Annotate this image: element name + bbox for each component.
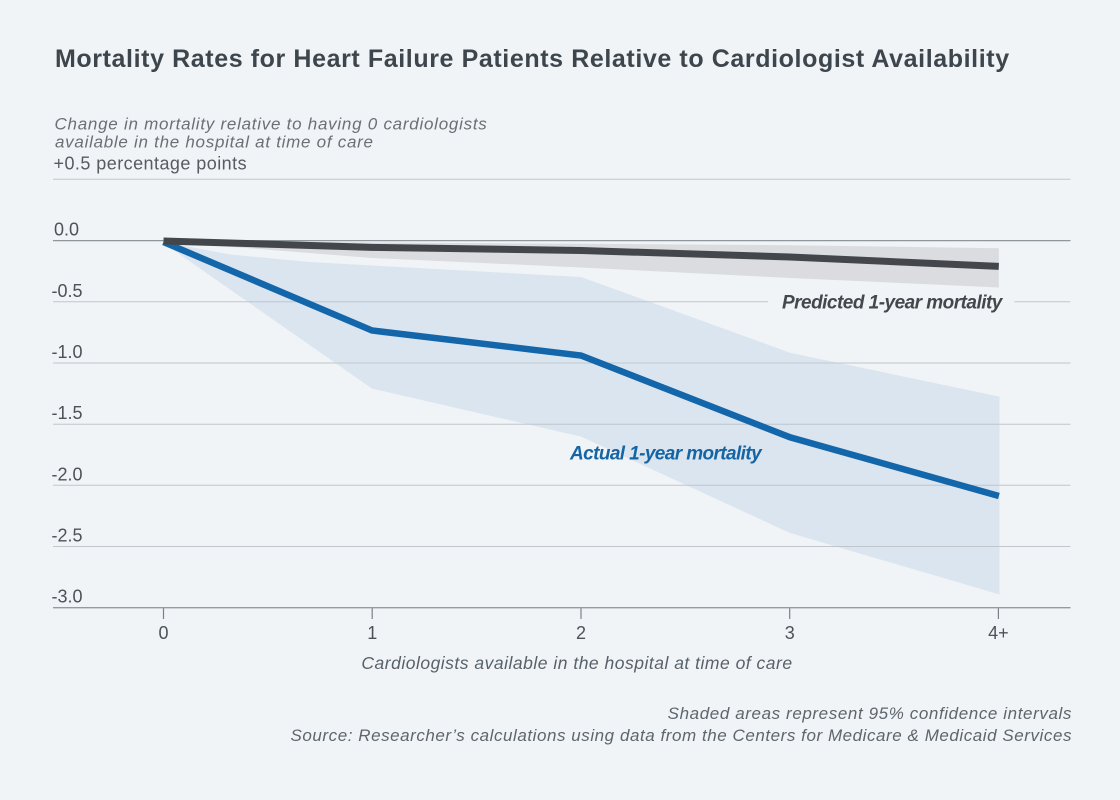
svg-text:Actual 1-year mortality: Actual 1-year mortality bbox=[569, 444, 763, 465]
svg-text:Shaded areas represent 95% con: Shaded areas represent 95% confidence in… bbox=[668, 704, 1072, 723]
svg-text:-2.0: -2.0 bbox=[52, 464, 83, 484]
svg-text:1: 1 bbox=[367, 623, 377, 643]
svg-text:0.0: 0.0 bbox=[54, 220, 79, 240]
svg-text:-0.5: -0.5 bbox=[52, 281, 83, 301]
svg-text:-1.5: -1.5 bbox=[52, 403, 83, 423]
svg-text:-1.0: -1.0 bbox=[52, 342, 83, 362]
svg-text:0: 0 bbox=[158, 623, 168, 643]
svg-text:Mortality Rates for Heart Fail: Mortality Rates for Heart Failure Patien… bbox=[55, 45, 1010, 73]
svg-text:Predicted 1-year mortality: Predicted 1-year mortality bbox=[782, 293, 1004, 314]
svg-text:Source: Researcher’s calculati: Source: Researcher’s calculations using … bbox=[291, 726, 1072, 745]
svg-text:3: 3 bbox=[785, 623, 795, 643]
svg-text:available in the hospital at t: available in the hospital at time of car… bbox=[55, 133, 374, 152]
svg-text:-2.5: -2.5 bbox=[52, 526, 83, 546]
svg-text:+0.5 percentage points: +0.5 percentage points bbox=[54, 154, 248, 174]
svg-text:4+: 4+ bbox=[988, 623, 1009, 643]
svg-text:Change in mortality relative t: Change in mortality relative to having 0… bbox=[55, 115, 488, 134]
svg-text:Cardiologists available in the: Cardiologists available in the hospital … bbox=[361, 653, 792, 673]
svg-text:-3.0: -3.0 bbox=[52, 587, 83, 607]
svg-text:2: 2 bbox=[576, 623, 586, 643]
